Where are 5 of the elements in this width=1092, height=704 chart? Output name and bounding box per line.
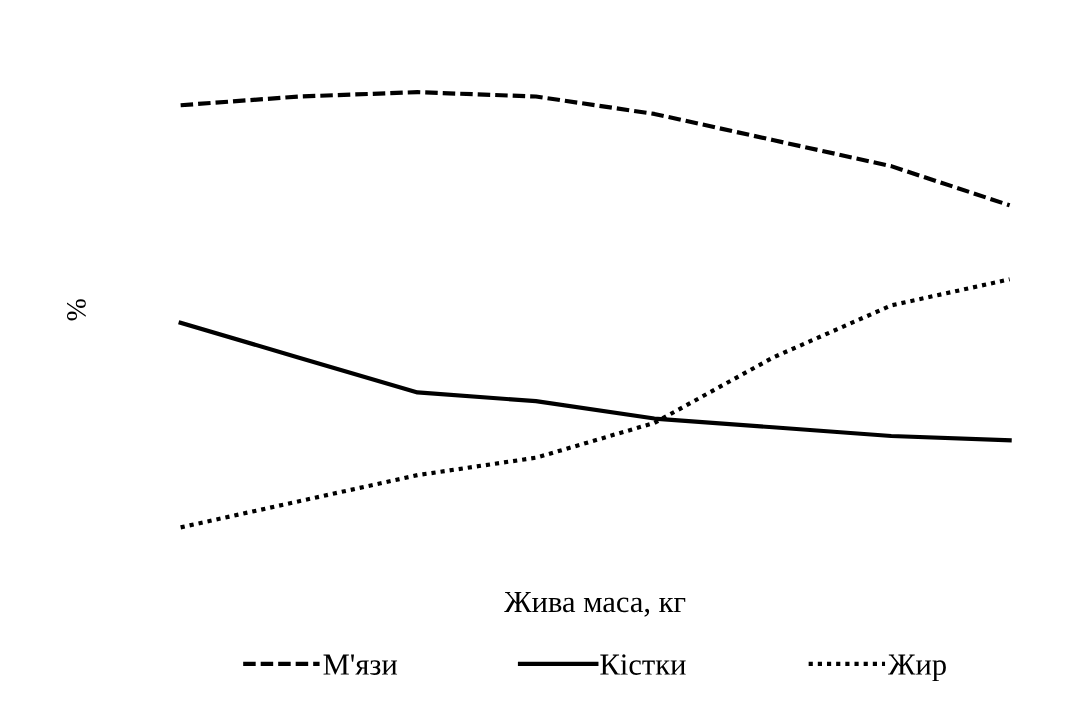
y-axis-title: % <box>67 299 86 321</box>
legend-label: Кістки <box>600 654 686 675</box>
legend-label: М'язи <box>323 654 398 675</box>
x-axis-title: Жива маса, кг <box>504 591 686 617</box>
legend-label: Жир <box>888 654 946 682</box>
